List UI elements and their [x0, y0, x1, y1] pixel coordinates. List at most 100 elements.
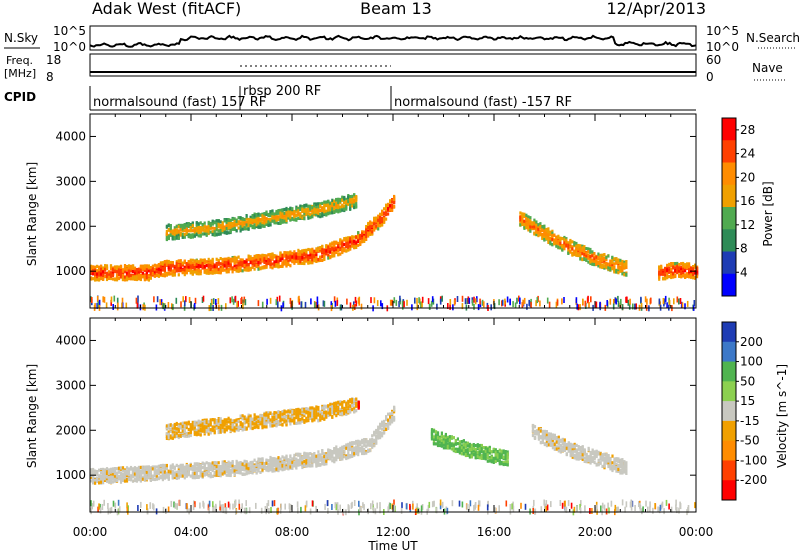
power-speckle [599, 301, 601, 308]
velocity-cell [105, 475, 109, 479]
power-cell [181, 229, 184, 233]
power-cell [215, 257, 218, 261]
velocity-cell [119, 471, 123, 475]
velocity-speckle [98, 503, 100, 510]
power-colorbar-tick-label: 16 [740, 194, 755, 208]
velocity-speckle [194, 501, 196, 508]
velocity-speckle [186, 503, 188, 510]
power-cell [115, 278, 119, 282]
power-speckle [530, 301, 532, 308]
velocity-speckle [225, 508, 228, 515]
power-speckle [673, 298, 675, 305]
power-cell [337, 202, 340, 206]
power-cell [143, 266, 146, 270]
power-speckle [579, 304, 581, 311]
power-cell [545, 227, 548, 232]
power-cell [607, 262, 610, 266]
velocity-cell [207, 474, 210, 478]
power-cell [283, 262, 286, 266]
power-cell [313, 204, 316, 208]
velocity-cell [195, 470, 198, 474]
power-cell [125, 278, 129, 282]
velocity-cell [161, 471, 164, 475]
power-cell [111, 273, 115, 277]
power-cell [169, 272, 172, 276]
power-cell [171, 229, 174, 233]
power-speckle [640, 302, 643, 309]
velocity-cell [189, 463, 192, 467]
power-colorbar-tick-label: 4 [740, 265, 748, 279]
power-cell [381, 210, 384, 214]
power-speckle [584, 300, 587, 307]
velocity-cell [205, 467, 208, 471]
power-cell [311, 256, 314, 260]
velocity-speckle [550, 501, 552, 508]
velocity-cell [149, 478, 152, 482]
power-cell [227, 218, 230, 223]
power-cell [670, 273, 673, 277]
power-cell [589, 260, 592, 264]
power-cell [365, 225, 368, 229]
velocity-cell [275, 459, 278, 464]
power-speckle [439, 298, 442, 305]
power-cell [523, 219, 526, 223]
power-cell [603, 264, 606, 269]
velocity-speckle [255, 502, 257, 509]
power-cell [684, 265, 687, 269]
power-cell [355, 243, 358, 247]
power-cell [569, 241, 572, 245]
velocity-cell [141, 466, 144, 470]
velocity-cell [209, 473, 212, 477]
power-cell [519, 220, 522, 224]
power-cell [295, 252, 298, 256]
power-cell [253, 216, 256, 220]
power-cell [583, 248, 586, 252]
power-cell [261, 224, 264, 228]
velocity-cell [271, 457, 274, 461]
power-cell [249, 266, 252, 270]
noise-panel: N.Sky 10^5 10^0 10^5 10^0 N.Search [4, 24, 800, 54]
power-speckle [539, 300, 541, 307]
power-cell [131, 275, 135, 279]
power-speckle [509, 299, 511, 306]
power-cell [682, 264, 685, 268]
power-cell [267, 253, 270, 257]
power-cell [157, 274, 160, 278]
velocity-cell [183, 469, 186, 473]
power-cell [96, 264, 99, 268]
velocity-cell [279, 464, 282, 468]
power-cell [690, 274, 693, 279]
velocity-cell [221, 464, 224, 468]
velocity-speckle [167, 506, 170, 513]
power-speckle [679, 298, 682, 304]
power-cell [591, 254, 594, 258]
velocity-speckle [524, 503, 527, 510]
velocity-speckle [614, 504, 617, 511]
velocity-cell [143, 467, 146, 471]
power-cell [533, 232, 536, 236]
power-cell [351, 194, 354, 198]
power-cell [195, 222, 198, 226]
power-cell [668, 275, 671, 279]
velocity-cell [129, 474, 133, 478]
power-cell [257, 262, 260, 266]
power-cell [666, 268, 669, 273]
power-speckle [212, 298, 215, 305]
power-cell [349, 237, 352, 241]
velocity-speckle [649, 501, 651, 508]
power-cell [315, 210, 318, 214]
power-cell [153, 274, 156, 278]
velocity-cell [121, 466, 125, 470]
power-speckle [609, 298, 612, 305]
power-cell [153, 267, 156, 271]
power-cell [351, 204, 354, 208]
velocity-cell [119, 476, 123, 480]
power-cell [307, 254, 310, 258]
power-cell [355, 245, 358, 249]
power-cell [277, 211, 280, 215]
power-cell [195, 268, 198, 272]
power-cell [674, 274, 677, 279]
velocity-cell [255, 466, 258, 470]
power-cell [263, 219, 266, 223]
power-cell [307, 212, 310, 216]
